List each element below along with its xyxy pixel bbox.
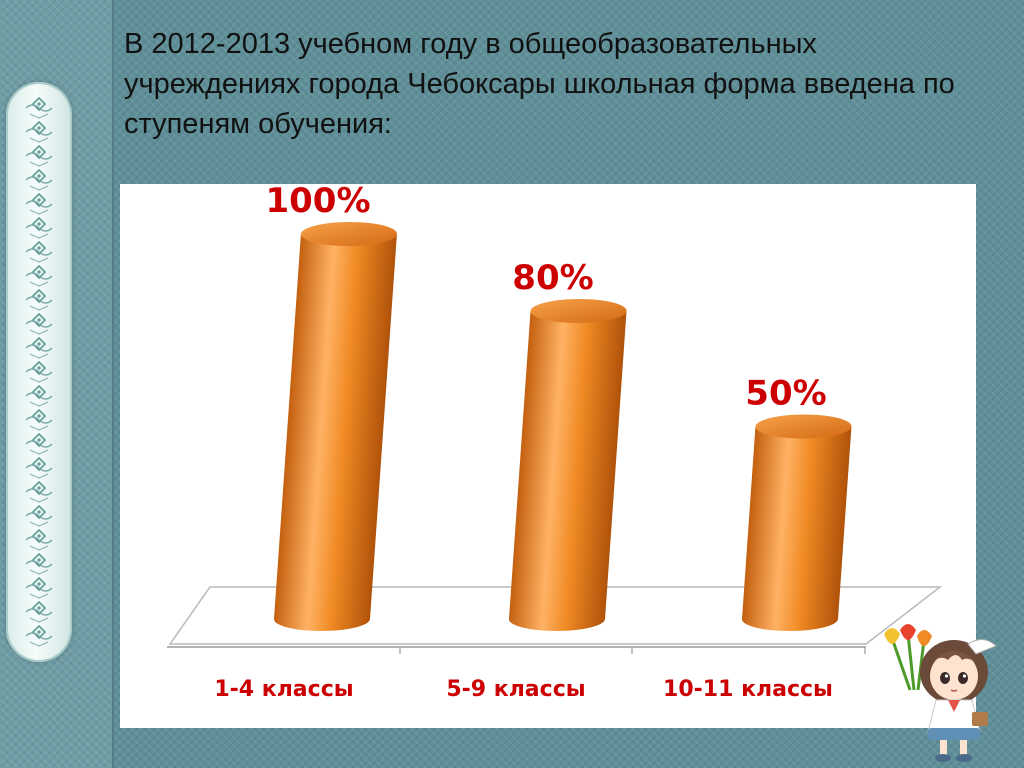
category-label-1: 1-4 классы bbox=[214, 677, 353, 702]
girl-with-tulips-icon bbox=[884, 624, 997, 762]
category-label-3: 10-11 классы bbox=[663, 677, 833, 702]
bar-cap bbox=[530, 299, 627, 323]
chart-panel: 100% 80% 50% 1-4 классы 5-9 классы 10-11 кла… bbox=[120, 184, 976, 728]
slide-title: В 2012-2013 учебном году в общеобразоват… bbox=[124, 28, 955, 140]
value-label-3: 50% bbox=[745, 374, 826, 414]
bar-body bbox=[741, 426, 852, 631]
ornament-pattern-icon bbox=[22, 96, 56, 648]
bar-3 bbox=[741, 414, 852, 631]
category-label-2: 5-9 классы bbox=[446, 677, 585, 702]
value-label-1: 100% bbox=[265, 184, 370, 221]
value-label-2: 80% bbox=[512, 258, 593, 298]
bar-1 bbox=[273, 222, 397, 631]
bar-cap bbox=[755, 414, 852, 439]
bar-body bbox=[508, 311, 627, 631]
bar-chart: 100% 80% 50% 1-4 классы 5-9 классы 10-11 кла… bbox=[167, 184, 943, 702]
left-decor-band bbox=[0, 0, 114, 768]
ornament-scroll-icon bbox=[6, 82, 72, 662]
bar-cap bbox=[300, 222, 397, 246]
bar-body bbox=[273, 234, 397, 631]
bar-2 bbox=[508, 299, 627, 631]
